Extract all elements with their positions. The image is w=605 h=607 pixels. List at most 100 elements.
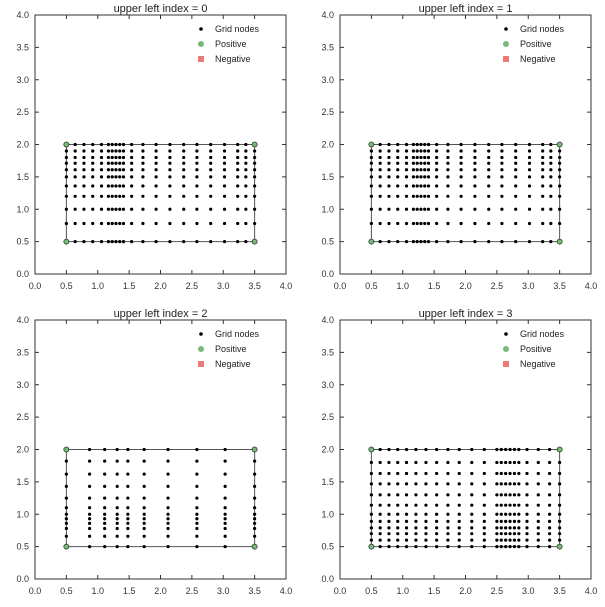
grid-node — [195, 506, 199, 510]
positive-point — [63, 446, 70, 453]
grid-node — [223, 545, 227, 549]
grid-node — [154, 194, 158, 198]
grid-node — [387, 460, 391, 465]
chart-title: upper left index = 3 — [419, 308, 513, 320]
grid-node — [378, 512, 382, 516]
grid-node — [118, 161, 122, 165]
x-tick-label: 3.0 — [217, 281, 230, 291]
grid-node — [423, 207, 427, 211]
grid-node — [415, 221, 419, 226]
legend-label: Grid nodes — [520, 329, 565, 339]
grid-node — [126, 534, 130, 538]
grid-node — [547, 526, 552, 530]
grid-node — [435, 161, 439, 165]
grid-node — [369, 493, 373, 497]
grid-node — [209, 142, 213, 147]
grid-node — [82, 155, 86, 160]
grid-node — [195, 149, 199, 153]
grid-node — [166, 472, 170, 476]
y-tick-label: 4.0 — [16, 10, 29, 20]
y-tick-label: 0.5 — [321, 542, 334, 552]
grid-node — [195, 517, 199, 521]
grid-node — [91, 155, 95, 160]
grid-node — [514, 194, 518, 198]
grid-node — [115, 496, 119, 500]
grid-node — [504, 493, 508, 497]
grid-node — [482, 460, 486, 465]
grid-node — [64, 521, 68, 525]
grid-node — [222, 161, 227, 165]
legend-marker-grid-nodes — [199, 27, 203, 31]
grid-node — [558, 512, 562, 516]
grid-node — [223, 496, 227, 500]
grid-node — [514, 155, 518, 160]
grid-node — [470, 503, 474, 507]
grid-node — [166, 545, 170, 549]
grid-node — [411, 175, 416, 179]
grid-node — [541, 184, 545, 188]
grid-node — [547, 519, 552, 523]
grid-node — [404, 526, 409, 530]
grid-node — [396, 545, 400, 549]
grid-node — [106, 155, 111, 160]
grid-node — [166, 484, 170, 489]
grid-node — [435, 155, 439, 160]
grid-node — [470, 538, 474, 542]
legend-label: Negative — [215, 54, 251, 64]
grid-node — [549, 207, 553, 211]
y-tick-label: 2.0 — [321, 445, 334, 455]
grid-node — [470, 545, 474, 549]
chart-title: upper left index = 1 — [419, 3, 513, 15]
legend-marker-grid-nodes — [504, 332, 508, 336]
grid-node — [82, 149, 86, 153]
grid-node — [236, 168, 240, 172]
grid-node — [195, 484, 199, 489]
grid-node — [99, 149, 104, 153]
x-tick-label: 1.0 — [396, 281, 409, 291]
grid-node — [414, 519, 418, 523]
grid-node — [99, 240, 104, 244]
grid-node — [415, 175, 419, 179]
grid-node — [114, 155, 118, 160]
grid-node — [253, 534, 257, 538]
grid-node — [549, 221, 553, 226]
grid-node — [473, 207, 477, 211]
legend-marker-positive — [503, 41, 509, 47]
grid-node — [517, 512, 521, 516]
grid-node — [495, 503, 499, 507]
grid-node — [446, 532, 450, 536]
y-tick-label: 1.0 — [321, 204, 334, 214]
positive-point — [251, 543, 258, 550]
grid-node — [126, 496, 130, 500]
grid-node — [517, 447, 521, 452]
grid-node — [387, 194, 391, 198]
grid-node — [154, 155, 158, 160]
grid-node — [121, 184, 126, 188]
grid-node — [473, 142, 477, 147]
grid-node — [166, 517, 170, 521]
grid-node — [514, 149, 518, 153]
grid-node — [378, 149, 382, 153]
grid-node — [114, 184, 118, 188]
positive-point — [251, 446, 258, 453]
grid-node — [536, 460, 540, 465]
grid-node — [64, 512, 68, 516]
grid-node — [558, 482, 562, 486]
grid-node — [130, 142, 134, 147]
grid-node — [508, 519, 512, 523]
grid-node — [446, 184, 450, 188]
grid-node — [558, 168, 562, 172]
grid-node — [473, 168, 477, 172]
grid-node — [536, 545, 540, 549]
positive-point — [251, 141, 258, 148]
grid-node — [414, 471, 418, 476]
grid-node — [508, 493, 512, 497]
grid-node — [387, 532, 391, 536]
grid-node — [419, 142, 423, 147]
grid-node — [558, 471, 562, 476]
grid-node — [547, 512, 552, 516]
grid-node — [459, 168, 463, 172]
grid-node — [396, 532, 400, 536]
y-tick-label: 0.0 — [321, 269, 334, 279]
grid-node — [446, 194, 450, 198]
